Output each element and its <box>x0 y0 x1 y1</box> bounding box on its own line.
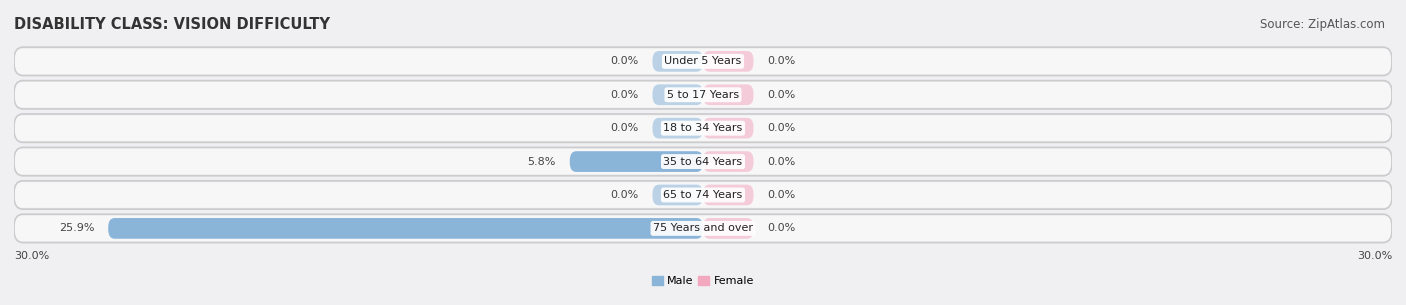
FancyBboxPatch shape <box>15 82 1391 108</box>
FancyBboxPatch shape <box>14 181 1392 209</box>
FancyBboxPatch shape <box>652 84 703 105</box>
FancyBboxPatch shape <box>14 214 1392 242</box>
FancyBboxPatch shape <box>652 118 703 138</box>
FancyBboxPatch shape <box>15 115 1391 141</box>
FancyBboxPatch shape <box>703 118 754 138</box>
Text: 0.0%: 0.0% <box>768 156 796 167</box>
Text: Under 5 Years: Under 5 Years <box>665 56 741 66</box>
FancyBboxPatch shape <box>703 51 754 72</box>
FancyBboxPatch shape <box>569 151 703 172</box>
Text: 0.0%: 0.0% <box>768 56 796 66</box>
FancyBboxPatch shape <box>14 81 1392 109</box>
FancyBboxPatch shape <box>15 149 1391 174</box>
FancyBboxPatch shape <box>108 218 703 239</box>
FancyBboxPatch shape <box>703 151 754 172</box>
Text: 0.0%: 0.0% <box>610 190 638 200</box>
FancyBboxPatch shape <box>652 185 703 205</box>
Text: 30.0%: 30.0% <box>1357 251 1392 261</box>
FancyBboxPatch shape <box>15 182 1391 208</box>
Text: 5 to 17 Years: 5 to 17 Years <box>666 90 740 100</box>
Text: 30.0%: 30.0% <box>14 251 49 261</box>
Text: 0.0%: 0.0% <box>610 90 638 100</box>
Text: 75 Years and over: 75 Years and over <box>652 223 754 233</box>
Text: 25.9%: 25.9% <box>59 223 94 233</box>
FancyBboxPatch shape <box>703 218 754 239</box>
Text: 5.8%: 5.8% <box>527 156 555 167</box>
FancyBboxPatch shape <box>703 84 754 105</box>
FancyBboxPatch shape <box>15 216 1391 241</box>
Text: 65 to 74 Years: 65 to 74 Years <box>664 190 742 200</box>
FancyBboxPatch shape <box>14 47 1392 76</box>
Text: 0.0%: 0.0% <box>768 223 796 233</box>
Legend: Male, Female: Male, Female <box>647 271 759 291</box>
FancyBboxPatch shape <box>15 48 1391 74</box>
Text: 35 to 64 Years: 35 to 64 Years <box>664 156 742 167</box>
FancyBboxPatch shape <box>14 114 1392 142</box>
Text: 0.0%: 0.0% <box>610 123 638 133</box>
Text: 0.0%: 0.0% <box>768 123 796 133</box>
Text: 0.0%: 0.0% <box>768 190 796 200</box>
FancyBboxPatch shape <box>14 147 1392 176</box>
Text: 18 to 34 Years: 18 to 34 Years <box>664 123 742 133</box>
Text: Source: ZipAtlas.com: Source: ZipAtlas.com <box>1260 18 1385 31</box>
Text: 0.0%: 0.0% <box>610 56 638 66</box>
FancyBboxPatch shape <box>652 51 703 72</box>
Text: DISABILITY CLASS: VISION DIFFICULTY: DISABILITY CLASS: VISION DIFFICULTY <box>14 16 330 31</box>
Text: 0.0%: 0.0% <box>768 90 796 100</box>
FancyBboxPatch shape <box>703 185 754 205</box>
